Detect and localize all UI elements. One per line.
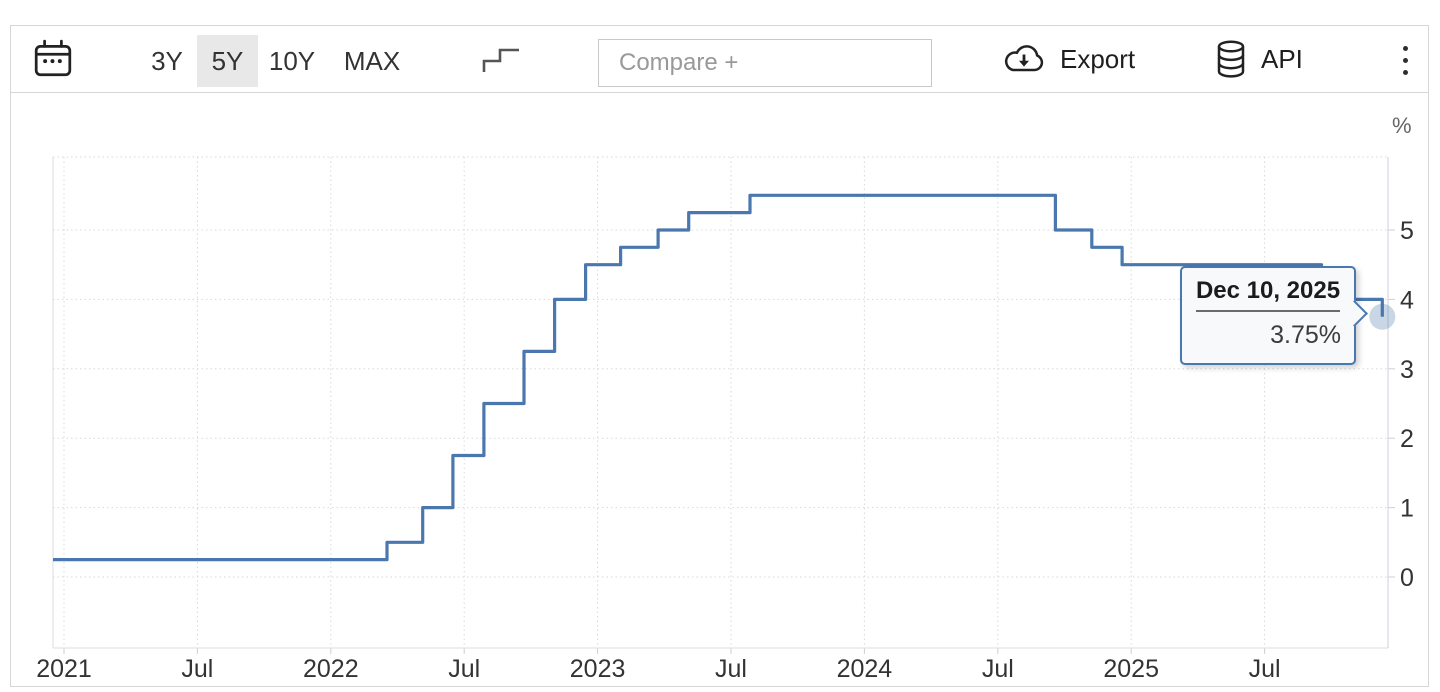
range-button-max[interactable]: MAX (326, 35, 418, 87)
y-tick-label: 4 (1400, 286, 1414, 314)
y-axis-unit-label: % (1392, 113, 1412, 138)
export-label: Export (1060, 43, 1136, 74)
last-point-marker[interactable] (1369, 303, 1396, 330)
y-tick-label: 1 (1400, 495, 1414, 523)
x-tick-label: 2025 (1103, 655, 1159, 683)
x-tick-label: Jul (448, 655, 480, 683)
x-tick-label: 2021 (36, 655, 92, 683)
y-tick-label: 5 (1400, 217, 1414, 245)
compare-input[interactable] (598, 39, 932, 87)
tooltip-separator (1196, 310, 1340, 312)
api-label: API (1261, 43, 1303, 74)
database-icon (1217, 40, 1245, 78)
kebab-menu-icon (1402, 69, 1408, 75)
export-button[interactable]: Export (1001, 26, 1135, 92)
step-chart-toggle-button[interactable] (474, 40, 528, 80)
y-tick-label: 2 (1400, 425, 1414, 453)
api-button[interactable]: API (1214, 26, 1303, 92)
kebab-menu-icon (1402, 45, 1408, 51)
range-button-10y[interactable]: 10Y (258, 35, 326, 87)
x-tick-label: Jul (181, 655, 213, 683)
y-tick-label: 3 (1400, 356, 1414, 384)
x-tick-label: 2023 (570, 655, 626, 683)
step-line-icon (482, 48, 519, 72)
chart-tooltip: Dec 10, 2025 3.75% (1180, 266, 1368, 365)
tooltip-value: 3.75% (1270, 321, 1341, 349)
range-button-5y[interactable]: 5Y (197, 35, 258, 87)
calendar-icon (34, 39, 72, 77)
x-tick-label: Jul (982, 655, 1014, 683)
x-tick-label: Jul (715, 655, 747, 683)
x-tick-label: Jul (1249, 655, 1281, 683)
tooltip-date: Dec 10, 2025 (1195, 277, 1341, 304)
kebab-menu-icon (1402, 57, 1408, 63)
calendar-button[interactable] (28, 36, 78, 82)
y-tick-label: 0 (1400, 564, 1414, 592)
cloud-download-icon (1004, 45, 1044, 72)
series-line[interactable] (53, 193, 1384, 562)
x-tick-label: 2024 (837, 655, 893, 683)
x-tick-label: 2022 (303, 655, 359, 683)
range-button-3y[interactable]: 3Y (136, 35, 198, 87)
more-options-button[interactable] (1385, 37, 1425, 83)
chart-toolbar: 3Y 5Y 10Y MAX Export API (10, 25, 1429, 93)
